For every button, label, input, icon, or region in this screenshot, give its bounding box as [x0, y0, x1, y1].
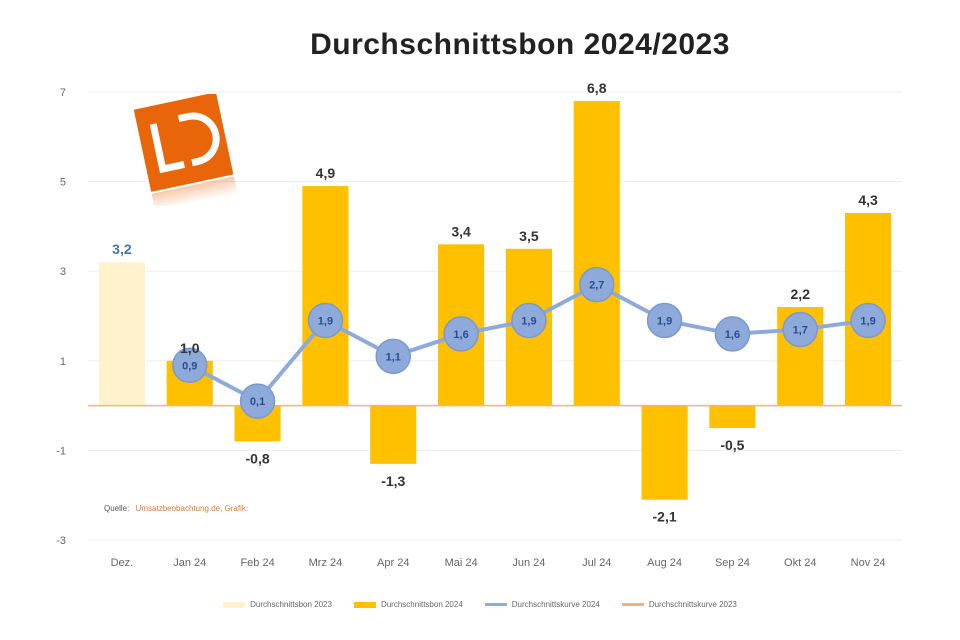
line-point-label: 1,6 [453, 329, 468, 341]
bar [370, 405, 417, 464]
y-axis-ticks: 7 5 3 1 -1 -3 [56, 87, 66, 547]
bar-data-label: -0,8 [246, 450, 270, 466]
line-point-label: 0,1 [250, 396, 265, 408]
y-tick-label: 7 [60, 87, 66, 99]
line-point-label: 1,9 [860, 315, 875, 327]
bar-data-label: 3,5 [519, 228, 539, 244]
line-point-label: 1,6 [725, 329, 740, 341]
line-point [579, 266, 615, 303]
line-point-label: 1,9 [318, 315, 333, 327]
line-point [511, 302, 547, 339]
line-point-label: 1,9 [657, 315, 672, 327]
bar [98, 262, 145, 406]
legend-item: Durchschnittskurve 2024 [484, 600, 600, 609]
x-tick-label: Dez. [111, 557, 134, 569]
legend-swatch [484, 603, 507, 606]
legend: Durchschnittsbon 2023 Durchschnittsbon 20… [0, 600, 960, 609]
x-tick-label: Feb 24 [240, 557, 274, 569]
ld-logo-icon [133, 94, 238, 206]
y-tick-label: -1 [56, 445, 66, 457]
legend-item: Durchschnittsbon 2023 [223, 600, 332, 609]
legend-swatch [621, 603, 644, 606]
line-point [714, 316, 751, 352]
y-tick-label: -3 [56, 535, 66, 547]
line-point [239, 383, 276, 419]
bar-data-label: 4,9 [316, 165, 336, 181]
bar-data-label: 6,8 [587, 80, 607, 96]
x-tick-label: Mrz 24 [309, 557, 343, 569]
data-labels: 3,2 1,0 -0,8 4,9 -1,3 3,4 3,5 6,8 -2,1 -0,5 2,2 4,3 [112, 80, 878, 525]
x-tick-label: Mai 24 [445, 557, 478, 569]
legend-label: Durchschnittskurve 2023 [648, 600, 737, 609]
line-point [646, 302, 683, 339]
bar [573, 100, 620, 406]
bar-data-label: -2,1 [653, 509, 677, 525]
x-tick-label: Sep 24 [715, 557, 750, 569]
legend-label: Durchschnittsbon 2024 [380, 600, 463, 609]
line-point-label: 1,7 [793, 324, 808, 336]
line-series: 0,9 0,1 1,9 1,1 1,6 1,9 2,7 1,9 1,6 1,7 1,9 [172, 266, 886, 419]
x-tick-label: Jun 24 [512, 557, 545, 569]
y-tick-label: 3 [60, 266, 66, 278]
legend-label: Durchschnittskurve 2024 [511, 600, 600, 609]
x-tick-label: Jul 24 [582, 557, 611, 569]
legend-swatch [223, 601, 246, 608]
chart-title: Durchschnittsbon 2024/2023 [310, 28, 730, 61]
source-label: Quelle: [104, 504, 130, 513]
line-point [375, 338, 411, 375]
line-point [782, 311, 818, 348]
bar [641, 405, 688, 500]
line-point [443, 316, 479, 352]
x-tick-label: Aug 24 [647, 557, 682, 569]
source-value: Umsatzbeobachtung.de, Grafik: [135, 504, 249, 513]
legend-item: Durchschnittsbon 2024 [353, 600, 463, 609]
line-point [172, 347, 208, 384]
x-axis-ticks: Dez. Jan 24 Feb 24 Mrz 24 Apr 24 Mai 24 Jun 24… [111, 557, 886, 569]
bar [302, 186, 349, 406]
line-point-label: 1,9 [521, 315, 536, 327]
bar-data-label: 2,2 [791, 286, 811, 302]
source-note: Quelle: Umsatzbeobachtung.de, Grafik: [104, 504, 248, 513]
bar-data-label: 3,2 [112, 241, 132, 257]
line-point-label: 1,1 [386, 351, 401, 363]
x-tick-label: Okt 24 [784, 557, 816, 569]
bar [709, 405, 756, 428]
bar-data-label: -1,3 [381, 473, 405, 489]
bar-data-label: 1,0 [180, 340, 200, 356]
legend-item: Durchschnittskurve 2023 [621, 600, 737, 609]
bar-data-label: -0,5 [720, 437, 744, 453]
x-tick-label: Nov 24 [851, 557, 886, 569]
bar-data-label: 4,3 [858, 192, 878, 208]
legend-label: Durchschnittsbon 2023 [250, 600, 332, 609]
line-point-label: 0,9 [182, 360, 197, 372]
x-tick-label: Jan 24 [173, 557, 206, 569]
line-point [850, 302, 886, 339]
bar-data-label: 3,4 [451, 223, 471, 239]
y-tick-label: 1 [60, 356, 66, 368]
line-point-label: 2,7 [589, 280, 604, 292]
line-point [307, 302, 344, 339]
y-tick-label: 5 [60, 177, 66, 189]
x-tick-label: Apr 24 [377, 557, 409, 569]
bar-series [98, 100, 892, 500]
legend-swatch [353, 601, 376, 608]
